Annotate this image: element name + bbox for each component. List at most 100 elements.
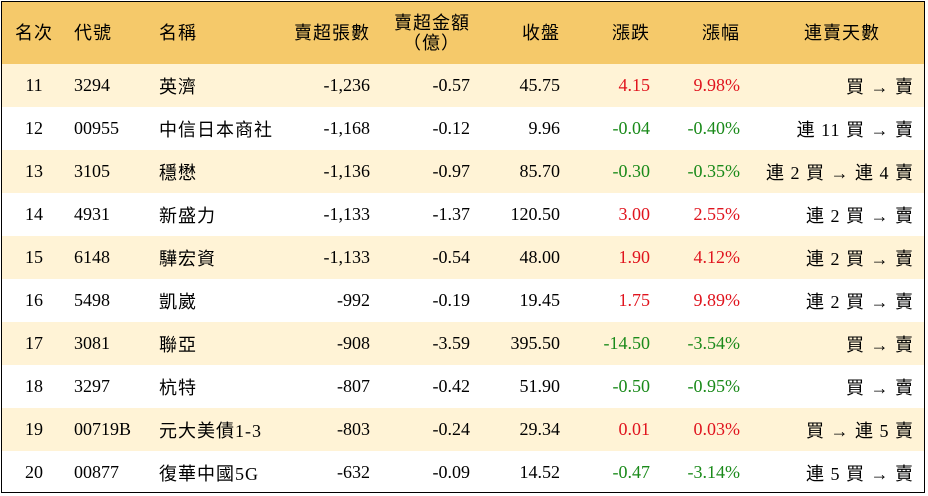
cell-sell-lots: -908 [337,333,370,353]
cell-change-pct: -0.35% [687,161,741,181]
cell-rank: 15 [25,247,43,267]
table-row[interactable]: 14 4931 新盛力 -1,133 -1.37 120.50 3.00 2.55% 連 2 買… [2,193,924,236]
cell-rank: 18 [25,376,43,396]
header-sell-amount[interactable]: 賣超金額 （億） [388,2,488,64]
table-row[interactable]: 19 00719B 元大美債1-3 -803 -0.24 29.34 0.01 0.03% 買 … [2,408,924,451]
cell-sell-amount: -3.59 [432,333,471,353]
header-streak[interactable]: 連賣天數 [804,23,880,43]
cell-change-pct: -3.14% [687,462,741,482]
cell-code: 00719B [74,419,132,439]
cell-sell-amount: -0.19 [432,290,471,310]
cell-rank: 20 [25,462,43,482]
cell-name: 穩懋 [159,162,197,183]
cell-change-pct: 4.12% [693,247,741,267]
cell-code: 4931 [74,204,110,224]
cell-close: 395.50 [510,333,561,353]
header-sell-lots[interactable]: 賣超張數 [294,23,370,43]
table-row[interactable]: 18 3297 杭特 -807 -0.42 51.90 -0.50 -0.95% 買 → 賣 [2,365,924,408]
cell-streak: 買 → 賣 [846,334,914,355]
cell-streak: 連 2 買 → 賣 [806,291,914,312]
table-row[interactable]: 11 3294 英濟 -1,236 -0.57 45.75 4.15 9.98% 買 → 賣 [2,64,924,107]
cell-name: 驊宏資 [159,248,216,269]
cell-code: 3081 [74,333,110,353]
cell-change: 3.00 [618,204,651,224]
cell-sell-amount: -0.57 [432,75,471,95]
cell-change-pct: 9.89% [693,290,741,310]
cell-change: 1.75 [618,290,651,310]
cell-close: 19.45 [519,290,561,310]
cell-name: 凱崴 [159,291,197,312]
table-row[interactable]: 15 6148 驊宏資 -1,133 -0.54 48.00 1.90 4.12% 連 2 買 … [2,236,924,279]
cell-code: 6148 [74,247,110,267]
header-change-pct[interactable]: 漲幅 [702,23,740,43]
cell-sell-lots: -1,133 [323,204,371,224]
cell-name: 復華中國5G [159,463,259,484]
cell-sell-amount: -0.42 [432,376,471,396]
cell-code: 3105 [74,161,110,181]
table-header-row: 名次 代號 名稱 賣超張數 賣超金額 （億） 收盤 漲跌 漲幅 連賣天數 [2,2,924,64]
cell-rank: 11 [25,75,43,95]
cell-streak: 連 5 買 → 賣 [806,463,914,484]
cell-sell-amount: -0.12 [432,118,471,138]
cell-sell-amount: -0.24 [432,419,471,439]
cell-close: 29.34 [519,419,561,439]
cell-rank: 19 [25,419,43,439]
cell-sell-lots: -1,133 [323,247,371,267]
cell-streak: 買 → 連 5 賣 [806,420,914,441]
cell-change: -0.50 [612,376,651,396]
table-row[interactable]: 20 00877 復華中國5G -632 -0.09 14.52 -0.47 -3.14% 連 … [2,451,924,492]
cell-rank: 17 [25,333,43,353]
cell-code: 00877 [74,462,119,482]
table-row[interactable]: 16 5498 凱崴 -992 -0.19 19.45 1.75 9.89% 連 2 買 → 賣 [2,279,924,322]
cell-sell-lots: -803 [337,419,370,439]
cell-close: 14.52 [519,462,561,482]
table-row[interactable]: 12 00955 中信日本商社 -1,168 -0.12 9.96 -0.04 -0.40% 連… [2,107,924,150]
table-row[interactable]: 13 3105 穩懋 -1,136 -0.97 85.70 -0.30 -0.35% 連 2 買… [2,150,924,193]
cell-close: 45.75 [519,75,561,95]
cell-streak: 連 11 買 → 賣 [796,119,914,140]
table-row[interactable]: 17 3081 聯亞 -908 -3.59 395.50 -14.50 -3.54% 買 → 賣 [2,322,924,365]
cell-change-pct: 2.55% [693,204,741,224]
cell-name: 聯亞 [159,334,197,355]
cell-change: -0.47 [612,462,651,482]
cell-sell-lots: -1,168 [323,118,371,138]
header-name[interactable]: 名稱 [159,23,197,43]
cell-close: 48.00 [519,247,561,267]
cell-sell-amount: -0.09 [432,462,471,482]
cell-change-pct: 0.03% [693,419,741,439]
header-change[interactable]: 漲跌 [612,23,650,43]
cell-rank: 13 [25,161,43,181]
cell-rank: 14 [25,204,43,224]
cell-code: 5498 [74,290,110,310]
cell-close: 9.96 [528,118,561,138]
cell-name: 杭特 [159,377,197,398]
cell-name: 中信日本商社 [159,119,273,140]
cell-close: 120.50 [510,204,561,224]
cell-rank: 12 [25,118,43,138]
cell-code: 3294 [74,75,110,95]
cell-close: 51.90 [519,376,561,396]
cell-change: 0.01 [618,419,651,439]
cell-code: 00955 [74,118,119,138]
header-sell-amount-line2: （億） [403,33,460,53]
cell-streak: 買 → 賣 [846,377,914,398]
cell-sell-lots: -1,236 [323,75,371,95]
cell-sell-lots: -1,136 [323,161,371,181]
header-code[interactable]: 代號 [74,23,112,43]
cell-streak: 連 2 買 → 賣 [806,205,914,226]
cell-close: 85.70 [519,161,561,181]
cell-change: -0.30 [612,161,651,181]
header-close[interactable]: 收盤 [522,23,560,43]
header-sell-amount-line1: 賣超金額 [394,13,470,33]
cell-name: 英濟 [159,76,197,97]
cell-change-pct: -3.54% [687,333,741,353]
cell-code: 3297 [74,376,110,396]
cell-streak: 連 2 買 → 連 4 賣 [766,162,914,183]
cell-change: 4.15 [618,75,651,95]
cell-sell-amount: -0.54 [432,247,471,267]
cell-sell-lots: -632 [337,462,370,482]
header-rank[interactable]: 名次 [15,23,53,43]
cell-streak: 買 → 賣 [846,76,914,97]
